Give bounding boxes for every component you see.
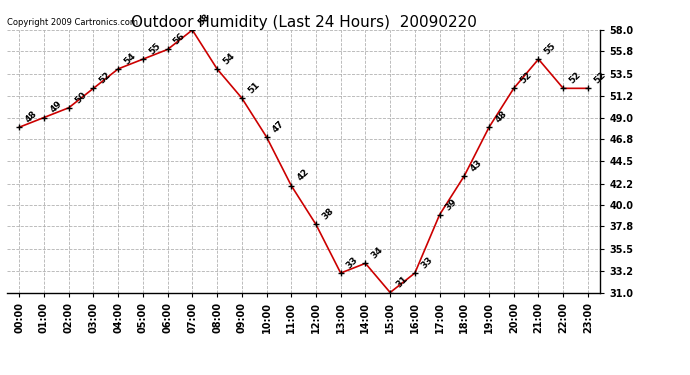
Text: 52: 52 — [567, 70, 582, 86]
Text: 51: 51 — [246, 80, 261, 95]
Text: 47: 47 — [270, 119, 286, 134]
Text: Copyright 2009 Cartronics.com: Copyright 2009 Cartronics.com — [7, 18, 138, 27]
Text: 54: 54 — [221, 51, 237, 66]
Text: 31: 31 — [394, 274, 409, 290]
Text: 56: 56 — [172, 32, 187, 46]
Text: 58: 58 — [197, 12, 212, 27]
Text: 33: 33 — [419, 255, 434, 270]
Text: 33: 33 — [345, 255, 360, 270]
Text: Outdoor Humidity (Last 24 Hours)  20090220: Outdoor Humidity (Last 24 Hours) 2009022… — [130, 15, 477, 30]
Text: 52: 52 — [518, 70, 533, 86]
Text: 55: 55 — [542, 41, 558, 56]
Text: 34: 34 — [370, 245, 385, 261]
Text: 38: 38 — [320, 207, 335, 222]
Text: 50: 50 — [73, 90, 88, 105]
Text: 48: 48 — [493, 109, 509, 124]
Text: 52: 52 — [592, 70, 607, 86]
Text: 42: 42 — [295, 168, 310, 183]
Text: 49: 49 — [48, 99, 63, 115]
Text: 55: 55 — [147, 41, 162, 56]
Text: 54: 54 — [122, 51, 137, 66]
Text: 39: 39 — [444, 196, 459, 212]
Text: 43: 43 — [469, 158, 484, 173]
Text: 48: 48 — [23, 109, 39, 124]
Text: 52: 52 — [97, 70, 112, 86]
